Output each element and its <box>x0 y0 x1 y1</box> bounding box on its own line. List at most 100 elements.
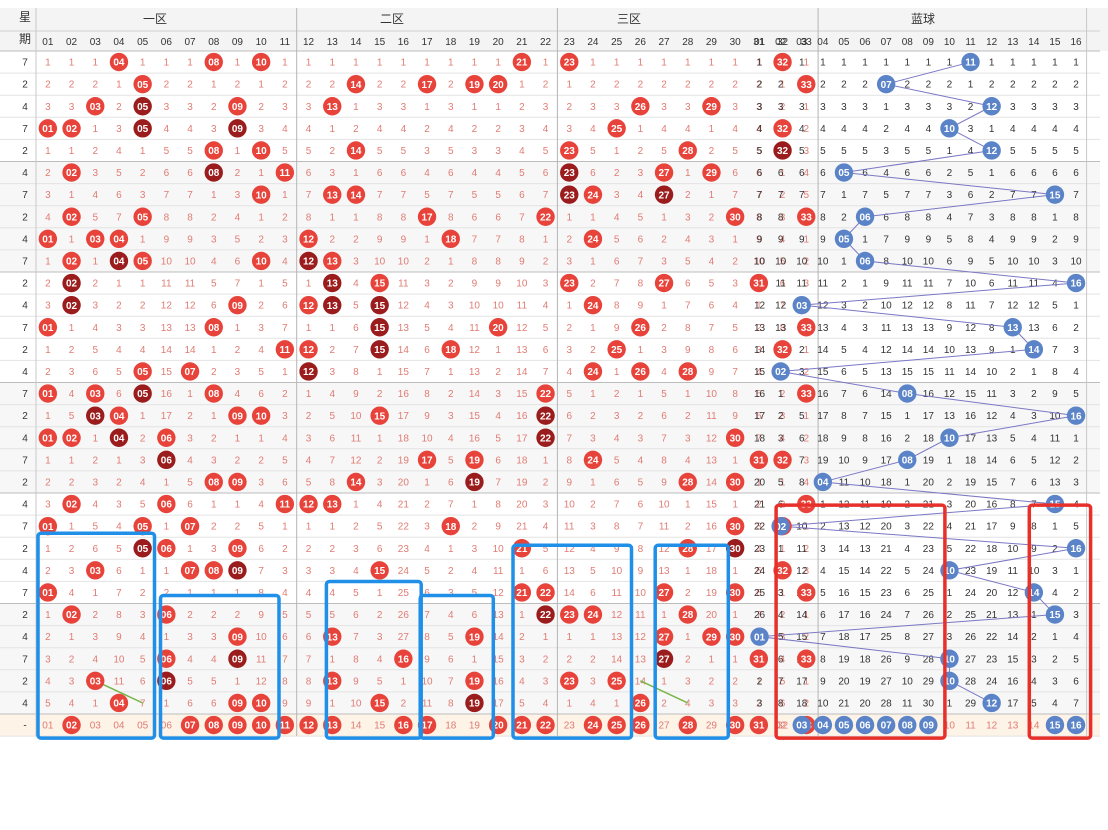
red-miss-count: 7 <box>329 455 335 466</box>
blue-ball-label: 15 <box>1049 610 1061 621</box>
red-ball: 15 <box>370 693 389 713</box>
red-miss-count: 2 <box>211 212 217 223</box>
red-ball-circle <box>228 693 247 713</box>
blue-miss-count: 3 <box>1052 676 1058 687</box>
blue-ball-label: 10 <box>944 433 956 444</box>
red-ball-label: 06 <box>161 433 173 444</box>
blue-miss-count: 6 <box>989 279 995 290</box>
red-ball-label: 27 <box>658 279 670 290</box>
red-ball-circle <box>560 163 579 182</box>
blue-ball-circle <box>750 627 769 646</box>
blue-miss-count: 1 <box>1010 58 1016 69</box>
red-miss-count: 5 <box>709 279 715 290</box>
week-cell: 2 <box>22 610 28 621</box>
red-ball: 03 <box>86 406 105 425</box>
red-miss-count: 1 <box>803 234 809 245</box>
red-miss-count: 2 <box>495 124 501 135</box>
red-miss-count: 1 <box>258 212 264 223</box>
blue-miss-count: 18 <box>754 433 766 444</box>
blue-miss-count: 3 <box>799 367 805 378</box>
week-cell: 4 <box>22 632 28 643</box>
red-miss-count: 3 <box>211 632 217 643</box>
red-miss-count: 13 <box>516 345 528 356</box>
blue-miss-count: 6 <box>820 168 826 179</box>
red-miss-count: 2 <box>329 544 335 555</box>
red-ball: 16 <box>394 649 413 668</box>
red-column-number: 16 <box>398 37 410 48</box>
red-ball-circle <box>773 119 792 138</box>
red-miss-count: 1 <box>140 566 146 577</box>
blue-miss-count: 9 <box>904 654 910 665</box>
blue-miss-count: 5 <box>799 411 805 422</box>
red-column-number: 02 <box>66 37 78 48</box>
red-miss-count: 4 <box>377 500 383 511</box>
red-ball-label: 32 <box>777 345 789 356</box>
red-miss-count: 5 <box>329 610 335 621</box>
red-ball: 05 <box>133 516 152 536</box>
red-miss-count: 1 <box>709 58 715 69</box>
red-column-number: 30 <box>730 37 742 48</box>
red-ball-label: 26 <box>635 323 647 334</box>
blue-miss-count: 17 <box>859 632 871 643</box>
red-miss-count: 12 <box>398 301 410 312</box>
red-miss-count: 1 <box>187 58 193 69</box>
blue-column-number: 09 <box>923 37 935 48</box>
blue-column-number: 08 <box>902 37 914 48</box>
red-ball: 01 <box>38 384 58 403</box>
blue-ball-label: 02 <box>775 367 787 378</box>
blue-miss-count: 13 <box>859 544 871 555</box>
red-ball-circle <box>62 494 81 514</box>
blue-column-number: 15 <box>1049 37 1061 48</box>
red-miss-count: 2 <box>377 389 383 400</box>
blue-miss-count: 18 <box>986 544 998 555</box>
blue-miss-count: 17 <box>881 455 893 466</box>
red-miss-count: 5 <box>732 146 738 157</box>
footer-blue-ball: 05 <box>834 715 854 735</box>
blue-miss-count: 5 <box>968 168 974 179</box>
red-miss-count: 5 <box>187 676 193 687</box>
footer-red-ball-circle <box>251 715 271 735</box>
blue-miss-count: 4 <box>820 566 826 577</box>
red-miss-count: 5 <box>45 698 51 709</box>
blue-miss-count: 2 <box>1010 80 1016 91</box>
red-miss-count: 3 <box>116 124 122 135</box>
red-miss-count: 3 <box>69 566 75 577</box>
red-ball-label: 15 <box>374 411 386 422</box>
red-miss-count: 3 <box>69 102 75 113</box>
blue-miss-count: 14 <box>838 544 850 555</box>
red-miss-count: 3 <box>803 279 809 290</box>
red-ball-circle <box>251 185 271 204</box>
red-ball-circle <box>86 406 105 425</box>
red-ball-label: 22 <box>540 610 552 621</box>
red-miss-count: 1 <box>614 58 620 69</box>
red-miss-count: 6 <box>472 212 478 223</box>
red-ball-circle <box>204 561 223 580</box>
red-ball-label: 19 <box>469 632 481 643</box>
red-ball: 08 <box>204 384 223 403</box>
blue-miss-count: 13 <box>1049 477 1061 488</box>
red-miss-count: 12 <box>516 323 528 334</box>
red-miss-count: 8 <box>614 301 620 312</box>
blue-miss-count: 22 <box>986 632 998 643</box>
red-ball-label: 13 <box>327 257 339 268</box>
red-miss-count: 1 <box>803 345 809 356</box>
blue-miss-count: 7 <box>799 455 805 466</box>
red-miss-count: 1 <box>756 676 762 687</box>
red-miss-count: 1 <box>92 698 98 709</box>
red-ball-label: 10 <box>256 699 268 710</box>
blue-miss-count: 7 <box>862 411 868 422</box>
red-ball-circle <box>370 693 389 713</box>
footer-red-ball: 26 <box>631 715 650 735</box>
red-miss-count: 5 <box>543 323 549 334</box>
blue-miss-count: 10 <box>859 477 871 488</box>
red-ball-circle <box>299 295 318 315</box>
red-miss-count: 1 <box>732 58 738 69</box>
red-ball-label: 06 <box>161 676 173 687</box>
red-ball-label: 22 <box>540 212 552 223</box>
footer-red-ball: 07 <box>180 715 200 735</box>
red-ball-label: 21 <box>516 58 528 69</box>
blue-miss-count: 10 <box>1028 256 1040 267</box>
red-miss-count: 2 <box>282 389 288 400</box>
red-miss-count: 4 <box>519 146 525 157</box>
red-ball: 01 <box>38 318 58 337</box>
